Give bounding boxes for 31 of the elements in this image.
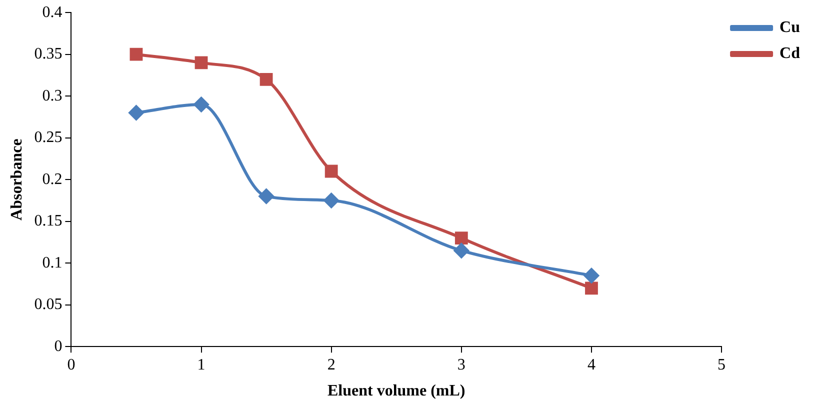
- y-tick-label: 0.4: [42, 4, 62, 21]
- point: [128, 105, 144, 120]
- point: [584, 268, 599, 284]
- point: [454, 232, 468, 244]
- point: [260, 72, 273, 86]
- y-tick-label: 0.05: [34, 296, 62, 314]
- point: [324, 164, 338, 178]
- x-tick-label: 3: [457, 356, 466, 374]
- y-tick-label: 0.3: [42, 87, 62, 104]
- x-tick-label: 2: [327, 356, 336, 374]
- x-tick-label: 0: [67, 356, 76, 374]
- y-axis-title: Absorbance: [8, 138, 26, 220]
- point: [194, 56, 208, 70]
- x-tick-label: 5: [718, 356, 726, 374]
- point: [324, 192, 339, 208]
- x-tick-label: 1: [197, 356, 206, 374]
- y-tick-label: 0: [54, 338, 62, 355]
- y-tick-label: 0.1: [42, 254, 62, 272]
- legend-label: Cd: [780, 45, 800, 62]
- y-tick-label: 0.15: [34, 212, 62, 230]
- point: [585, 282, 598, 295]
- x-tick-label: 4: [587, 356, 596, 374]
- y-tick-label: 0.2: [42, 170, 62, 188]
- y-tick-label: 0.35: [34, 46, 62, 63]
- legend-label: Cu: [780, 19, 800, 36]
- x-axis-title: Eluent volume (mL): [327, 382, 466, 400]
- y-tick-label: 0.25: [34, 129, 62, 146]
- point: [130, 48, 143, 61]
- point: [258, 188, 274, 204]
- point: [454, 243, 469, 258]
- point: [194, 96, 209, 112]
